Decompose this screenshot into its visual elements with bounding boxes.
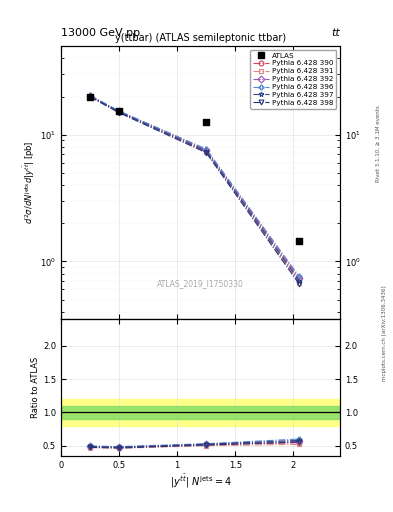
Text: Rivet 3.1.10, ≥ 3.1M events: Rivet 3.1.10, ≥ 3.1M events [376,105,380,182]
Y-axis label: Ratio to ATLAS: Ratio to ATLAS [31,357,40,418]
Legend: ATLAS, Pythia 6.428 390, Pythia 6.428 391, Pythia 6.428 392, Pythia 6.428 396, P: ATLAS, Pythia 6.428 390, Pythia 6.428 39… [250,50,336,109]
Point [203,118,209,126]
Bar [61,399,340,425]
X-axis label: $|y^{t\bar{t}}|$ $N^{\rm jets}=4$: $|y^{t\bar{t}}|$ $N^{\rm jets}=4$ [169,472,231,489]
Bar [61,406,340,419]
Title: y(ttbar) (ATLAS semileptonic ttbar): y(ttbar) (ATLAS semileptonic ttbar) [115,33,286,42]
Text: tt: tt [331,28,340,38]
Point [296,237,302,245]
Y-axis label: $d^2\sigma / dN^{\rm jets} d|y^{t\bar{t}}|$ [pb]: $d^2\sigma / dN^{\rm jets} d|y^{t\bar{t}… [22,141,37,224]
Point [87,92,93,100]
Text: 13000 GeV pp: 13000 GeV pp [61,28,140,38]
Text: mcplots.cern.ch [arXiv:1306.3436]: mcplots.cern.ch [arXiv:1306.3436] [382,285,387,380]
Point [116,106,122,115]
Text: ATLAS_2019_I1750330: ATLAS_2019_I1750330 [157,279,244,288]
